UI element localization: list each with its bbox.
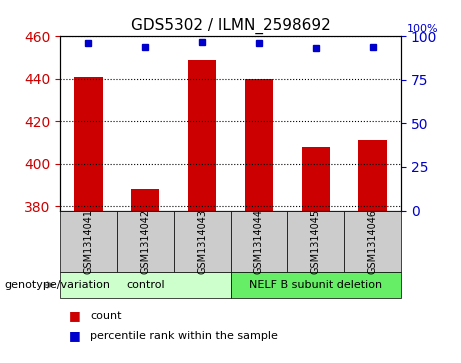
Text: ■: ■ (69, 329, 81, 342)
Bar (358, 140, 387, 211)
Text: ■: ■ (69, 309, 81, 322)
Text: 100%: 100% (407, 24, 438, 33)
Text: count: count (90, 311, 121, 321)
Text: GSM1314045: GSM1314045 (311, 209, 321, 274)
Bar (74, 77, 102, 211)
Text: GSM1314042: GSM1314042 (140, 209, 150, 274)
Bar (131, 189, 160, 211)
Bar (301, 147, 330, 211)
Text: GSM1314043: GSM1314043 (197, 209, 207, 274)
Text: GSM1314046: GSM1314046 (367, 209, 378, 274)
Bar (188, 60, 216, 211)
Text: genotype/variation: genotype/variation (5, 280, 111, 290)
Text: GDS5302 / ILMN_2598692: GDS5302 / ILMN_2598692 (130, 18, 331, 34)
Text: percentile rank within the sample: percentile rank within the sample (90, 331, 278, 341)
Bar (245, 79, 273, 211)
Text: control: control (126, 280, 165, 290)
Text: GSM1314044: GSM1314044 (254, 209, 264, 274)
Text: GSM1314041: GSM1314041 (83, 209, 94, 274)
Text: NELF B subunit deletion: NELF B subunit deletion (249, 280, 382, 290)
